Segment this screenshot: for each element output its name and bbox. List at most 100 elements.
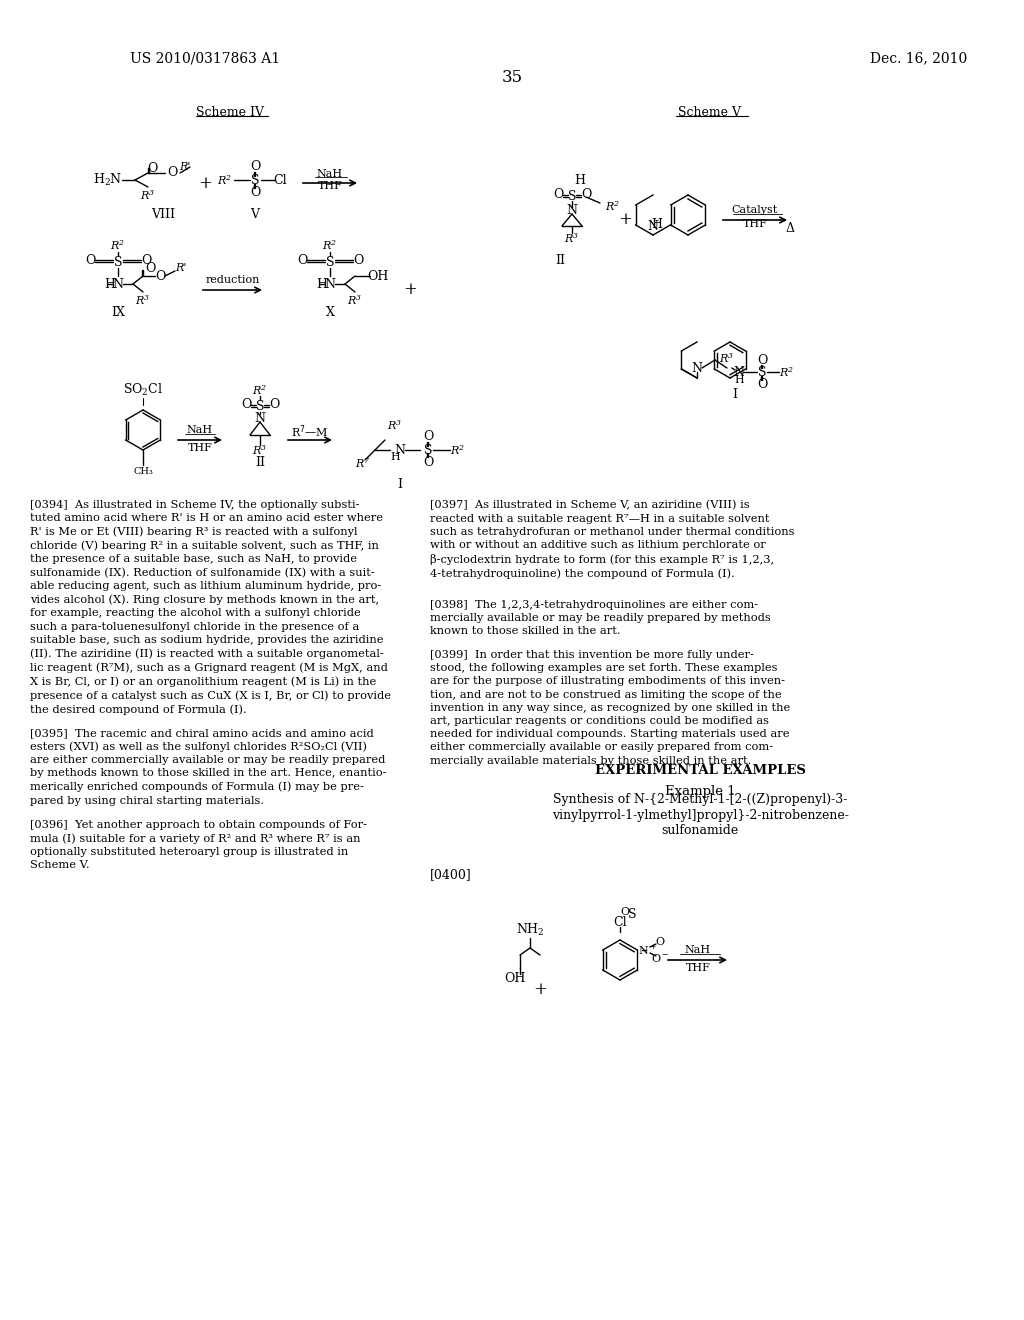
- Text: $\mathregular{SO_2Cl}$: $\mathregular{SO_2Cl}$: [123, 381, 163, 399]
- Text: $\mathregular{R^2}$: $\mathregular{R^2}$: [111, 238, 126, 252]
- Text: 35: 35: [502, 70, 522, 87]
- Text: H: H: [104, 277, 116, 290]
- Text: O: O: [757, 354, 767, 367]
- Text: $\mathregular{R^2}$: $\mathregular{R^2}$: [217, 173, 232, 187]
- Text: $\mathregular{R^7}$: $\mathregular{R^7}$: [355, 457, 371, 470]
- Text: R': R': [179, 162, 190, 172]
- Text: V: V: [251, 209, 259, 222]
- Text: Cl: Cl: [273, 173, 287, 186]
- Text: N: N: [255, 412, 265, 425]
- Text: [0395]  The racemic and chiral amino acids and amino acid
esters (XVI) as well a: [0395] The racemic and chiral amino acid…: [30, 729, 386, 805]
- Text: Cl: Cl: [613, 916, 627, 928]
- Text: $\mathregular{R^2}$: $\mathregular{R^2}$: [253, 383, 267, 397]
- Text: O: O: [297, 253, 307, 267]
- Text: N: N: [325, 277, 336, 290]
- Text: O: O: [250, 186, 260, 199]
- Text: CH₃: CH₃: [133, 467, 153, 477]
- Text: $\mathregular{H_2N}$: $\mathregular{H_2N}$: [93, 172, 123, 187]
- Text: $\mathregular{R^3}$: $\mathregular{R^3}$: [252, 444, 267, 457]
- Text: $\mathregular{R^2}$: $\mathregular{R^2}$: [779, 366, 795, 379]
- Text: O: O: [85, 253, 95, 267]
- Text: [0398]  The 1,2,3,4-tetrahydroquinolines are either com-
mercially available or : [0398] The 1,2,3,4-tetrahydroquinolines …: [430, 601, 771, 636]
- Text: $\mathregular{R^2}$: $\mathregular{R^2}$: [605, 199, 621, 213]
- Text: II: II: [255, 455, 265, 469]
- Text: VIII: VIII: [151, 209, 175, 222]
- Text: O: O: [423, 457, 433, 470]
- Text: N: N: [113, 277, 124, 290]
- Text: S: S: [424, 444, 432, 457]
- Text: THF: THF: [685, 964, 711, 973]
- Text: +: +: [198, 174, 212, 191]
- Text: $\mathregular{R^3}$: $\mathregular{R^3}$: [564, 231, 580, 246]
- Text: H: H: [651, 218, 662, 231]
- Text: S: S: [326, 256, 334, 268]
- Text: NaH: NaH: [317, 169, 343, 180]
- Text: THF: THF: [317, 181, 342, 191]
- Text: Example 1: Example 1: [665, 785, 735, 799]
- Text: O: O: [146, 161, 158, 174]
- Text: Dec. 16, 2010: Dec. 16, 2010: [870, 51, 968, 65]
- Text: $\mathregular{N^+}$: $\mathregular{N^+}$: [638, 944, 657, 957]
- Text: O: O: [655, 937, 665, 946]
- Text: I: I: [397, 479, 402, 491]
- Text: O: O: [250, 161, 260, 173]
- Text: $\mathregular{R^2}$: $\mathregular{R^2}$: [451, 444, 466, 457]
- Text: Scheme IV: Scheme IV: [196, 106, 264, 119]
- Text: O: O: [167, 166, 177, 180]
- Text: O: O: [581, 189, 591, 202]
- Text: OH: OH: [504, 972, 525, 985]
- Text: [0399]  In order that this invention be more fully under-
stood, the following e: [0399] In order that this invention be m…: [430, 649, 791, 766]
- Text: S: S: [628, 908, 636, 921]
- Text: $\mathregular{R^3}$: $\mathregular{R^3}$: [347, 293, 362, 306]
- Text: O: O: [144, 261, 156, 275]
- Text: [0397]  As illustrated in Scheme V, an aziridine (VIII) is
reacted with a suitab: [0397] As illustrated in Scheme V, an az…: [430, 500, 795, 578]
- Text: NaH: NaH: [685, 945, 711, 954]
- Text: H: H: [574, 173, 586, 186]
- Text: R$^7$—M: R$^7$—M: [291, 424, 329, 441]
- Text: N: N: [647, 220, 658, 234]
- Text: Scheme V: Scheme V: [679, 106, 741, 119]
- Text: S: S: [251, 173, 259, 186]
- Text: O: O: [620, 907, 629, 917]
- Text: $\mathregular{R^3}$: $\mathregular{R^3}$: [387, 418, 402, 432]
- Text: O: O: [155, 269, 165, 282]
- Text: $\mathregular{R^3}$: $\mathregular{R^3}$: [720, 351, 734, 364]
- Text: O: O: [269, 399, 280, 412]
- Text: $\mathregular{R^3}$: $\mathregular{R^3}$: [140, 187, 156, 202]
- Text: N: N: [394, 444, 406, 457]
- Text: Catalyst: Catalyst: [732, 205, 778, 215]
- Text: $\mathregular{R^3}$: $\mathregular{R^3}$: [135, 293, 151, 306]
- Text: H: H: [734, 375, 743, 385]
- Text: H: H: [316, 277, 328, 290]
- Text: N: N: [566, 203, 578, 216]
- Text: [0400]: [0400]: [430, 869, 472, 882]
- Text: O: O: [423, 430, 433, 444]
- Text: Δ: Δ: [785, 222, 795, 235]
- Text: EXPERIMENTAL EXAMPLES: EXPERIMENTAL EXAMPLES: [595, 763, 806, 776]
- Text: O: O: [553, 189, 563, 202]
- Text: OH: OH: [368, 269, 389, 282]
- Text: O: O: [353, 253, 364, 267]
- Text: R': R': [175, 263, 186, 273]
- Text: [0394]  As illustrated in Scheme IV, the optionally substi-
tuted amino acid whe: [0394] As illustrated in Scheme IV, the …: [30, 500, 391, 714]
- Text: I: I: [732, 388, 737, 401]
- Text: S: S: [114, 256, 122, 268]
- Text: THF: THF: [742, 219, 767, 228]
- Text: US 2010/0317863 A1: US 2010/0317863 A1: [130, 51, 281, 65]
- Text: X: X: [326, 305, 335, 318]
- Text: O: O: [141, 253, 152, 267]
- Text: $\mathregular{NH_2}$: $\mathregular{NH_2}$: [516, 921, 545, 939]
- Text: $\mathregular{R^2}$: $\mathregular{R^2}$: [323, 238, 338, 252]
- Text: $\mathregular{O^-}$: $\mathregular{O^-}$: [651, 952, 669, 964]
- Text: O: O: [241, 399, 251, 412]
- Text: NaH: NaH: [187, 425, 213, 436]
- Text: H: H: [390, 451, 400, 462]
- Text: +: +: [534, 982, 547, 998]
- Text: II: II: [555, 253, 565, 267]
- Text: THF: THF: [187, 444, 212, 453]
- Text: +: +: [403, 281, 417, 298]
- Text: S: S: [758, 366, 766, 379]
- Text: [0396]  Yet another approach to obtain compounds of For-
mula (I) suitable for a: [0396] Yet another approach to obtain co…: [30, 820, 367, 870]
- Text: N: N: [691, 362, 702, 375]
- Text: IX: IX: [111, 305, 125, 318]
